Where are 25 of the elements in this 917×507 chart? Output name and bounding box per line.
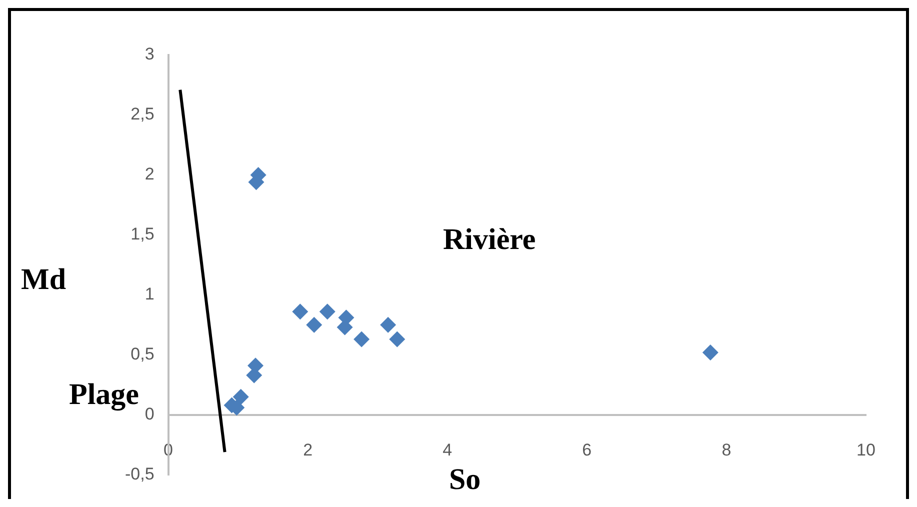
y-tick-label: 2 [144,164,154,184]
y-tick-label: 1 [144,284,154,304]
x-axis-title: So [449,463,481,497]
x-tick-label: 4 [442,440,452,460]
point [306,316,322,333]
point [354,331,370,348]
y-tick-label: 0 [144,404,154,424]
text: Plage [69,378,139,412]
point [232,388,249,405]
annotation: Rivière [443,223,536,257]
point [389,331,406,348]
y-tick-label: 2,5 [130,104,154,124]
y-tick-label: 0,5 [130,344,154,364]
y-tick-label: 1,5 [130,224,154,244]
y-tick-label: 3 [144,44,154,64]
point [702,344,718,360]
x-tick-label: 10 [856,440,876,460]
point [319,304,336,320]
point [292,304,308,320]
point [380,316,396,333]
y-axis-title: Md [21,263,66,297]
x-tick-label: 2 [303,440,313,460]
x-tick-label: 8 [722,440,732,460]
x-tick-label: 6 [582,440,592,460]
y-tick-label: -0,5 [124,464,154,484]
